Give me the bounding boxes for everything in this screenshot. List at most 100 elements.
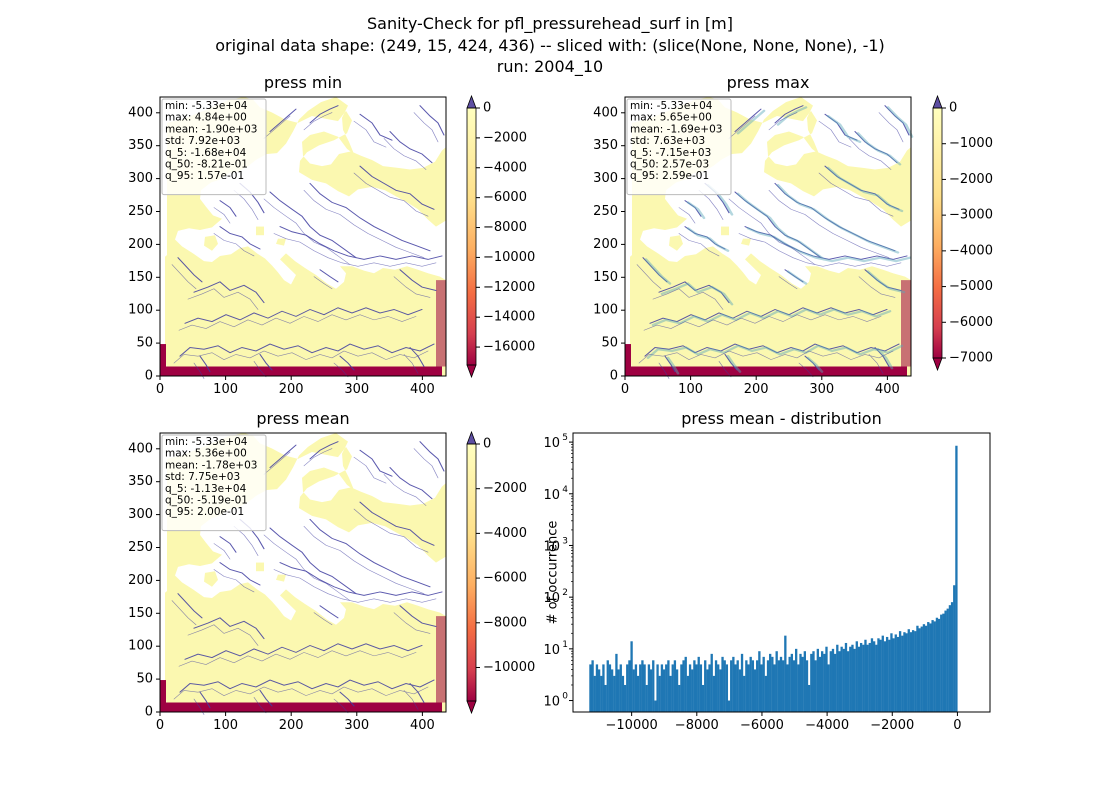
histogram-bar: [591, 660, 594, 712]
x-tick-label: 200: [744, 382, 769, 397]
y-tick-label: 150: [128, 606, 153, 621]
x-tick-label: 200: [279, 718, 304, 733]
stats-line: mean: -1.78e+03: [165, 459, 257, 471]
histogram-bar: [849, 646, 852, 712]
colorbar-extend-max: [466, 94, 477, 109]
map-low-strip: [625, 366, 907, 377]
histogram-bar: [784, 635, 787, 712]
stats-line: q_95: 1.57e-01: [165, 170, 244, 182]
histogram-bar: [691, 669, 694, 712]
y-tick-label: 300: [128, 507, 153, 522]
histogram-bar: [623, 684, 627, 712]
histogram-bar: [712, 675, 716, 712]
histogram-bar: [658, 675, 661, 712]
histogram-bar: [801, 656, 804, 712]
y-tick-exponent: 2: [562, 588, 568, 598]
histogram-bar: [825, 646, 828, 712]
histogram-bar: [790, 653, 793, 712]
histogram-bar: [782, 660, 785, 712]
histogram-bar: [673, 660, 677, 712]
histogram-bar: [894, 634, 897, 712]
histogram-bar: [868, 642, 871, 712]
histogram-bar: [788, 656, 791, 712]
histogram-bar: [769, 653, 772, 712]
stats-line: min: -5.33e+04: [630, 100, 713, 112]
x-tick-label: 400: [410, 718, 435, 733]
axes-frame: [159, 432, 447, 713]
histogram-bar: [818, 656, 822, 712]
histogram-bar: [758, 651, 761, 712]
colorbar-tick-label: 0: [949, 101, 957, 116]
panel-title: press max: [727, 73, 810, 92]
histogram-bar: [630, 641, 633, 712]
histogram-bar: [950, 602, 954, 712]
y-tick-label: 200: [593, 237, 618, 252]
histogram-bar: [636, 675, 640, 712]
y-tick-exponent: 4: [562, 485, 568, 495]
x-tick-label: −6000: [740, 718, 784, 733]
histogram-bar: [944, 610, 947, 712]
histogram-bar: [593, 675, 596, 712]
y-tick-label: 150: [593, 270, 618, 285]
histogram-bar: [896, 636, 900, 712]
colorbar-tick-label: −3000: [949, 208, 993, 223]
histogram-bar: [719, 669, 722, 712]
x-tick-label: −8000: [675, 718, 719, 733]
y-tick-exponent: 3: [562, 536, 568, 546]
press-min-panel: press min 0 100 200 300 400 0 50 100 150 200 250 300…: [128, 73, 535, 397]
histogram-bar: [641, 660, 644, 712]
histogram-bars: [589, 445, 958, 712]
histogram-bar: [649, 669, 653, 712]
histogram-bar: [888, 639, 891, 712]
y-tick-label: 50: [136, 336, 153, 351]
histogram-bar: [665, 664, 668, 712]
x-tick-label: 0: [156, 718, 164, 733]
map-low-east: [901, 280, 911, 367]
histogram-bar: [808, 684, 811, 712]
histogram-bar: [753, 669, 757, 712]
histogram-bar: [955, 445, 958, 712]
histogram-bar: [723, 660, 726, 712]
histogram-bar: [924, 625, 928, 712]
histogram-bar: [610, 669, 614, 712]
colorbar: [467, 108, 476, 365]
histogram-bar: [814, 660, 817, 712]
y-tick-label: 10: [543, 488, 560, 503]
x-tick-label: −4000: [805, 718, 849, 733]
x-tick-label: 300: [809, 382, 834, 397]
histogram-bar: [946, 608, 949, 712]
panel-title: press mean - distribution: [681, 409, 881, 428]
colorbar-tick-label: −6000: [949, 315, 993, 330]
x-tick-label: −10000: [606, 718, 658, 733]
histogram-bar: [883, 641, 887, 712]
histogram-bar: [639, 664, 642, 712]
y-tick-label: 350: [128, 138, 153, 153]
histogram-bar: [693, 660, 696, 712]
colorbar-extend-min: [932, 357, 943, 372]
y-tick-label: 0: [610, 369, 618, 384]
histogram-bar: [760, 664, 763, 712]
colorbar-extend-min: [466, 364, 477, 379]
histogram-bar: [799, 653, 802, 712]
histogram-bar: [827, 664, 830, 712]
histogram-bar: [606, 660, 609, 712]
colorbar-tick-label: −14000: [483, 310, 535, 325]
histogram-bar: [846, 651, 850, 712]
histogram-bar: [875, 644, 878, 712]
y-tick-label: 100: [593, 303, 618, 318]
colorbar-tick-label: 0: [483, 101, 491, 116]
stats-line: max: 4.84e+00: [165, 112, 247, 124]
map-area: [160, 433, 446, 716]
histogram-bar: [786, 664, 789, 712]
x-tick-label: 400: [410, 382, 435, 397]
stats-line: mean: -1.90e+03: [165, 123, 257, 135]
y-tick-exponent: 5: [562, 433, 568, 443]
histogram-bar: [747, 664, 750, 712]
colorbar-frame: [932, 107, 943, 359]
histogram-bar: [821, 651, 824, 712]
histogram-bar: [632, 669, 635, 712]
histogram-bar: [708, 664, 711, 712]
histogram-bar: [916, 625, 919, 712]
y-tick-label: 50: [601, 336, 618, 351]
histogram-bar: [779, 656, 783, 712]
